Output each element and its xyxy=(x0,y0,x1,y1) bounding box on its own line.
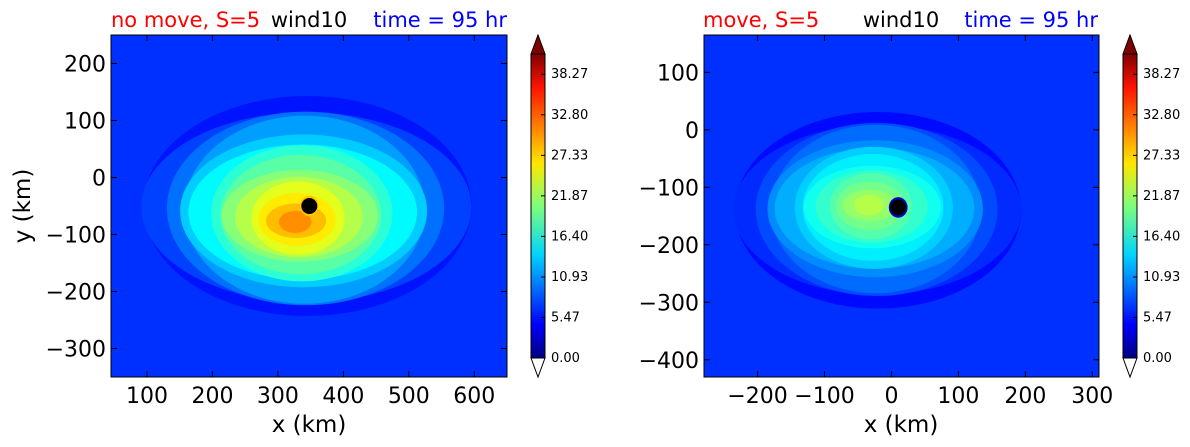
x-tick-label: 600 xyxy=(453,384,495,409)
y-tick-label: −400 xyxy=(639,349,699,374)
colorbar-tick-label: 27.33 xyxy=(551,148,588,163)
left-colorbar: 0.00 5.47 10.93 16.40 21.87 27.33 32.80 38.27 xyxy=(530,33,588,379)
x-tick-label: 300 xyxy=(257,384,299,409)
right-colorbar-body xyxy=(1122,53,1138,359)
right-storm-center-marker xyxy=(890,199,907,216)
right-title-center: wind10 xyxy=(863,8,939,32)
left-plot-frame xyxy=(110,34,508,378)
colorbar-tick-label: 38.27 xyxy=(1143,67,1180,82)
colorbar-tick-label: 32.80 xyxy=(551,108,588,123)
right-plot-frame xyxy=(703,34,1100,378)
colorbar-tick-label: 27.33 xyxy=(1143,148,1180,163)
right-title-left: move, S=5 xyxy=(703,8,819,32)
colorbar-tick-label: 38.27 xyxy=(551,67,588,82)
left-colorbar-min-extension xyxy=(530,357,546,379)
y-tick-label: 0 xyxy=(685,119,699,144)
y-tick-label: −100 xyxy=(46,224,106,249)
left-storm-center-marker xyxy=(301,198,318,214)
colorbar-tick-label: 0.00 xyxy=(1143,351,1172,366)
x-tick-label: −100 xyxy=(794,384,854,409)
left-y-axis-label: y (km) xyxy=(10,169,36,244)
contour-level-14 xyxy=(278,210,312,233)
left-title-left: no move, S=5 xyxy=(111,8,260,32)
x-tick-label: −200 xyxy=(727,384,787,409)
y-tick-label: −200 xyxy=(46,281,106,306)
left-title-center: wind10 xyxy=(271,8,347,32)
x-tick-label: 400 xyxy=(322,384,364,409)
y-tick-label: 200 xyxy=(64,53,106,78)
left-title-right: time = 95 hr xyxy=(373,8,507,32)
colorbar-tick-label: 21.87 xyxy=(1143,189,1180,204)
right-title-right: time = 95 hr xyxy=(964,8,1098,32)
colorbar-tick-label: 16.40 xyxy=(551,229,588,244)
y-tick-label: −300 xyxy=(639,291,699,316)
colorbar-tick-label: 10.93 xyxy=(1143,270,1180,285)
x-tick-label: 0 xyxy=(884,384,898,409)
x-tick-label: 200 xyxy=(191,384,233,409)
y-tick-label: −200 xyxy=(639,234,699,259)
x-tick-label: 500 xyxy=(388,384,430,409)
x-tick-label: 300 xyxy=(1071,384,1113,409)
colorbar-tick-label: 5.47 xyxy=(1143,310,1172,325)
left-x-axis-label: x (km) xyxy=(272,412,347,438)
left-chart: no move, S=5 wind10 time = 95 hr 100 200 3… xyxy=(10,8,588,438)
x-tick-label: 100 xyxy=(937,384,979,409)
y-tick-label: 100 xyxy=(657,61,699,86)
right-colorbar-min-extension xyxy=(1122,357,1138,379)
colorbar-tick-label: 5.47 xyxy=(551,310,580,325)
x-tick-label: 200 xyxy=(1004,384,1046,409)
left-heatmap-field xyxy=(111,35,507,377)
colorbar-tick-label: 16.40 xyxy=(1143,229,1180,244)
y-tick-label: −100 xyxy=(639,176,699,201)
y-tick-label: 100 xyxy=(64,110,106,135)
contour-level-14 xyxy=(853,194,884,216)
left-colorbar-body xyxy=(530,53,546,359)
right-colorbar-max-extension xyxy=(1122,33,1138,55)
colorbar-tick-label: 32.80 xyxy=(1143,108,1180,123)
right-colorbar: 0.00 5.47 10.93 16.40 21.87 27.33 32.80 38.27 xyxy=(1122,33,1180,379)
y-tick-label: 0 xyxy=(92,167,106,192)
right-chart: move, S=5 wind10 time = 95 hr −200 −100 0 1… xyxy=(639,8,1181,438)
colorbar-tick-label: 0.00 xyxy=(551,351,580,366)
x-tick-label: 100 xyxy=(126,384,168,409)
y-tick-label: −300 xyxy=(46,338,106,363)
right-heatmap-field xyxy=(704,35,1099,377)
right-x-axis-label: x (km) xyxy=(864,412,939,438)
colorbar-tick-label: 10.93 xyxy=(551,270,588,285)
left-colorbar-max-extension xyxy=(530,33,546,55)
colorbar-tick-label: 21.87 xyxy=(551,189,588,204)
